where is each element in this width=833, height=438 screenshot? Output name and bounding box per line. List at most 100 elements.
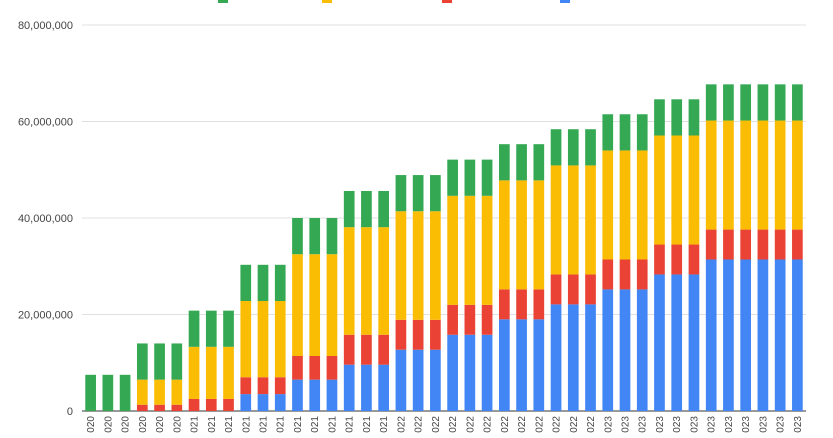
bar-segment	[136, 343, 148, 380]
bar-segment	[292, 379, 303, 411]
bar-segment	[430, 175, 441, 212]
bar-segment	[257, 377, 269, 395]
y-tick-label: 60,000,000	[18, 117, 73, 129]
bar-segment	[585, 165, 596, 275]
bar-segment	[688, 99, 700, 136]
x-tick-label: 021	[345, 416, 356, 433]
bar-segment	[447, 195, 458, 305]
x-tick-label: 023	[741, 416, 752, 433]
bar-segment	[516, 144, 527, 181]
bar-segment	[309, 379, 321, 411]
x-tick-label: 023	[724, 416, 735, 433]
x-tick-label: 021	[276, 416, 287, 433]
bar-segment	[757, 259, 769, 411]
x-tick-label: 021	[241, 416, 252, 433]
bar-segment	[671, 274, 683, 411]
bar-segment	[447, 159, 458, 196]
bar-segment	[292, 218, 303, 255]
bar-segment	[705, 84, 717, 121]
bar-segment	[154, 404, 165, 411]
bar-segment	[223, 310, 234, 347]
bar-segment	[361, 227, 372, 335]
bar-segment	[326, 379, 338, 411]
bar-segment	[705, 229, 717, 260]
bar-segment	[395, 211, 407, 320]
bar-segment	[378, 227, 390, 335]
legend-swatch	[560, 0, 570, 3]
legend-swatch	[322, 0, 332, 3]
bar-segment	[567, 274, 579, 305]
bar-segment	[343, 364, 355, 411]
bar-segment	[447, 334, 458, 411]
bar-segment	[619, 289, 631, 411]
bar-segment	[223, 398, 234, 411]
bar-segment	[619, 150, 631, 260]
bar-segment	[240, 300, 252, 378]
x-tick-label: 021	[327, 416, 338, 433]
x-tick-label: 022	[414, 416, 425, 433]
x-tick-label: 022	[500, 416, 511, 433]
bar-segment	[533, 144, 545, 181]
bar-segment	[792, 229, 803, 260]
x-tick-label: 022	[569, 416, 580, 433]
bar-segment	[85, 374, 96, 411]
bar-segment	[585, 129, 596, 166]
legend-swatch	[442, 0, 452, 3]
bar-segment	[378, 364, 390, 411]
x-tick-label: 023	[672, 416, 683, 433]
bar-segment	[188, 398, 200, 411]
bar-segment	[723, 259, 734, 411]
bar-segment	[309, 356, 321, 380]
bar-segment	[292, 356, 303, 380]
bar-segment	[757, 120, 769, 230]
bar-segment	[774, 229, 786, 260]
x-tick-label: 022	[396, 416, 407, 433]
bar-segment	[464, 195, 476, 305]
bar-segment	[430, 349, 441, 411]
bar-segment	[602, 289, 614, 411]
x-tick-label: 022	[534, 416, 545, 433]
bar-segment	[757, 84, 769, 121]
bar-segment	[223, 346, 234, 399]
bar-segment	[602, 114, 614, 151]
bar-segment	[412, 175, 424, 212]
bar-segment	[274, 377, 286, 395]
x-tick-label: 023	[638, 416, 649, 433]
y-axis: 0 20,000,000 40,000,000 60,000,000 80,000,00…	[18, 20, 73, 418]
bar-segment	[705, 120, 717, 230]
bar-segment	[654, 135, 665, 245]
bar-segment	[481, 159, 493, 196]
x-tick-label: 020	[103, 416, 114, 433]
x-tick-label: 023	[689, 416, 700, 433]
x-tick-label: 020	[138, 416, 149, 433]
bar-segment	[792, 259, 803, 411]
bar-segment	[292, 254, 303, 356]
x-tick-label: 023	[776, 416, 787, 433]
bar-segment	[740, 259, 752, 411]
bar-segment	[740, 120, 752, 230]
bar-segment	[395, 175, 407, 212]
bar-segment	[567, 165, 579, 275]
bar-segment	[636, 259, 648, 290]
x-tick-label: 021	[190, 416, 201, 433]
bar-segment	[567, 304, 579, 411]
bar-segment	[481, 195, 493, 305]
bar-segment	[136, 404, 148, 411]
bar-segment	[309, 218, 321, 255]
bar-segment	[585, 304, 596, 411]
bar-segment	[774, 84, 786, 121]
bar-segment	[671, 135, 683, 245]
bar-segment	[550, 129, 562, 166]
bar-segment	[602, 150, 614, 260]
bar-segment	[326, 356, 338, 380]
bar-segment	[705, 259, 717, 411]
x-tick-label: 023	[603, 416, 614, 433]
bar-segment	[498, 289, 510, 320]
bar-segment	[257, 300, 269, 378]
x-tick-label: 023	[621, 416, 632, 433]
bar-segment	[205, 310, 217, 347]
bar-segment	[136, 379, 148, 405]
bar-segment	[723, 84, 734, 121]
bar-segment	[395, 349, 407, 411]
bar-segment	[636, 150, 648, 260]
